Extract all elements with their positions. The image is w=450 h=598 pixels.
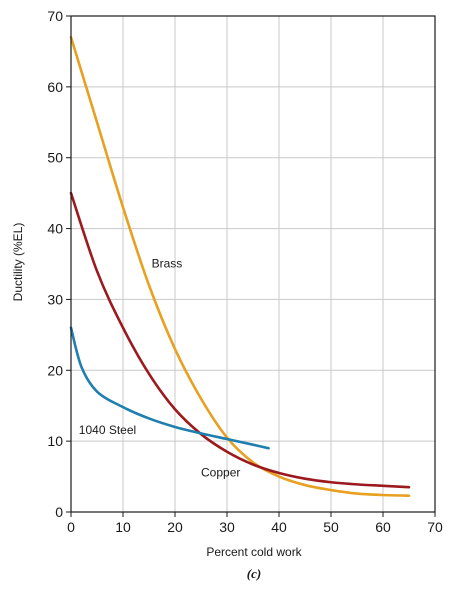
grid <box>71 16 435 512</box>
y-tick-label-20: 20 <box>47 362 63 378</box>
tick-labels: 0 10 20 30 40 50 60 70 0 10 20 30 40 50 60 70 <box>47 8 443 535</box>
series-label-copper: Copper <box>201 466 240 480</box>
series-label-1040-steel: 1040 Steel <box>79 423 136 437</box>
x-tick-label-70: 70 <box>427 519 443 535</box>
x-tick-label-30: 30 <box>219 519 235 535</box>
y-tick-label-60: 60 <box>47 79 63 95</box>
y-tick-label-70: 70 <box>47 8 63 24</box>
plot-frame <box>70 15 436 513</box>
x-axis-title: Percent cold work <box>206 545 302 559</box>
x-tick-label-0: 0 <box>67 519 75 535</box>
y-tick-label-0: 0 <box>55 504 63 520</box>
series-line-copper <box>69 191 411 489</box>
x-tick-label-10: 10 <box>115 519 131 535</box>
series-labels: Brass Copper 1040 Steel <box>79 257 241 480</box>
x-tick-label-50: 50 <box>323 519 339 535</box>
x-tick-label-40: 40 <box>271 519 287 535</box>
y-tick-label-40: 40 <box>47 221 63 237</box>
axes <box>66 15 436 517</box>
y-tick-label-30: 30 <box>47 291 63 307</box>
panel-label: (c) <box>247 566 261 581</box>
y-tick-label-50: 50 <box>47 150 63 166</box>
series-group <box>69 35 411 497</box>
series-line-1040-steel <box>69 326 270 450</box>
y-axis-title: Ductility (%EL) <box>11 223 25 302</box>
series-label-brass: Brass <box>152 257 183 271</box>
y-tick-label-10: 10 <box>47 433 63 449</box>
x-tick-label-20: 20 <box>167 519 183 535</box>
x-tick-label-60: 60 <box>375 519 391 535</box>
